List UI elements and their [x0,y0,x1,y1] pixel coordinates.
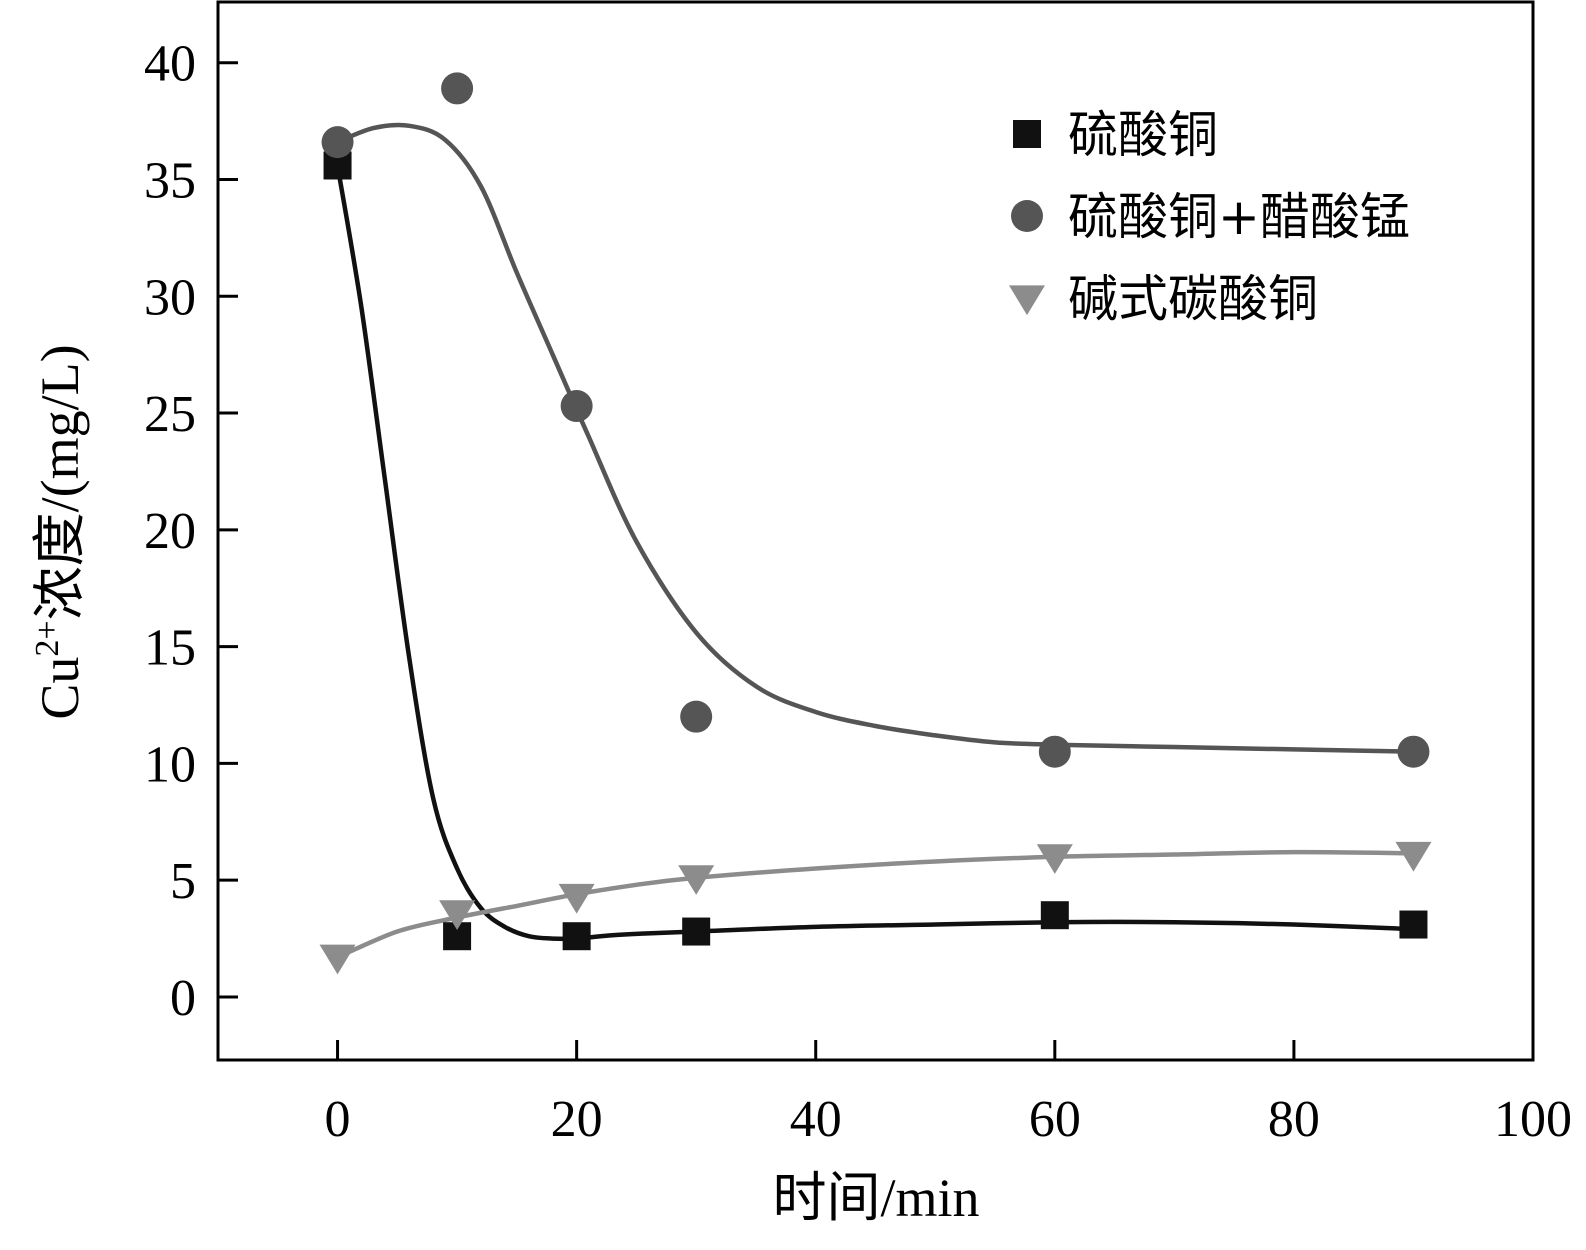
y-axis-title-rest: 浓度/(mg/L) [30,344,90,620]
x-tick-label: 100 [1494,1091,1572,1148]
data-point [321,126,354,159]
data-point [558,883,595,914]
data-point [319,944,356,975]
data-point [441,72,474,105]
y-tick-label: 15 [144,620,196,677]
legend-label: 碱式碳酸铜 [1068,270,1318,328]
fit-curves [335,122,1414,960]
series-line [336,849,1414,960]
data-point [439,900,476,930]
y-tick-label: 20 [144,503,196,560]
x-tick-label: 40 [790,1091,842,1148]
x-axis-title: 时间/min [772,1168,979,1228]
plot-frame [216,0,1535,1062]
series-line [336,122,1414,754]
y-axis-title: Cu2+浓度/(mg/L) [29,344,90,719]
x-tick-label: 0 [325,1091,351,1148]
data-point [560,390,593,423]
data-point [1395,841,1432,872]
data-point [1040,901,1069,930]
x-tick-label: 60 [1029,1091,1081,1148]
legend-label: 硫酸铜+醋酸锰 [1068,188,1410,246]
legend-marker [1013,120,1041,148]
y-axis-title-superscript: 2+ [29,620,66,656]
data-point [678,865,715,895]
legend-marker [1009,285,1045,316]
y-tick-label: 0 [170,970,196,1027]
data-markers [319,72,1432,975]
y-axis-title-main: Cu [30,657,90,720]
data-point [1038,735,1071,768]
y-tick-label: 10 [144,736,196,793]
y-tick-label: 35 [144,153,196,210]
legend-marker [1011,200,1043,232]
data-point [682,917,711,946]
data-point [562,922,591,951]
x-tick-label: 80 [1268,1091,1320,1148]
legend-label: 硫酸铜 [1068,106,1218,164]
data-point [1399,910,1428,939]
data-point [1397,735,1430,768]
y-tick-label: 5 [170,853,196,910]
y-tick-label: 25 [144,386,196,443]
x-axis-ticks: 0 20 40 60 80 100 [325,1040,1572,1148]
data-point [680,700,713,733]
y-tick-label: 40 [144,36,196,93]
y-tick-label: 30 [144,269,196,326]
x-tick-label: 20 [551,1091,603,1148]
y-axis-ticks: 0 5 10 15 20 25 30 35 40 [144,36,238,1027]
data-point [1036,844,1073,874]
